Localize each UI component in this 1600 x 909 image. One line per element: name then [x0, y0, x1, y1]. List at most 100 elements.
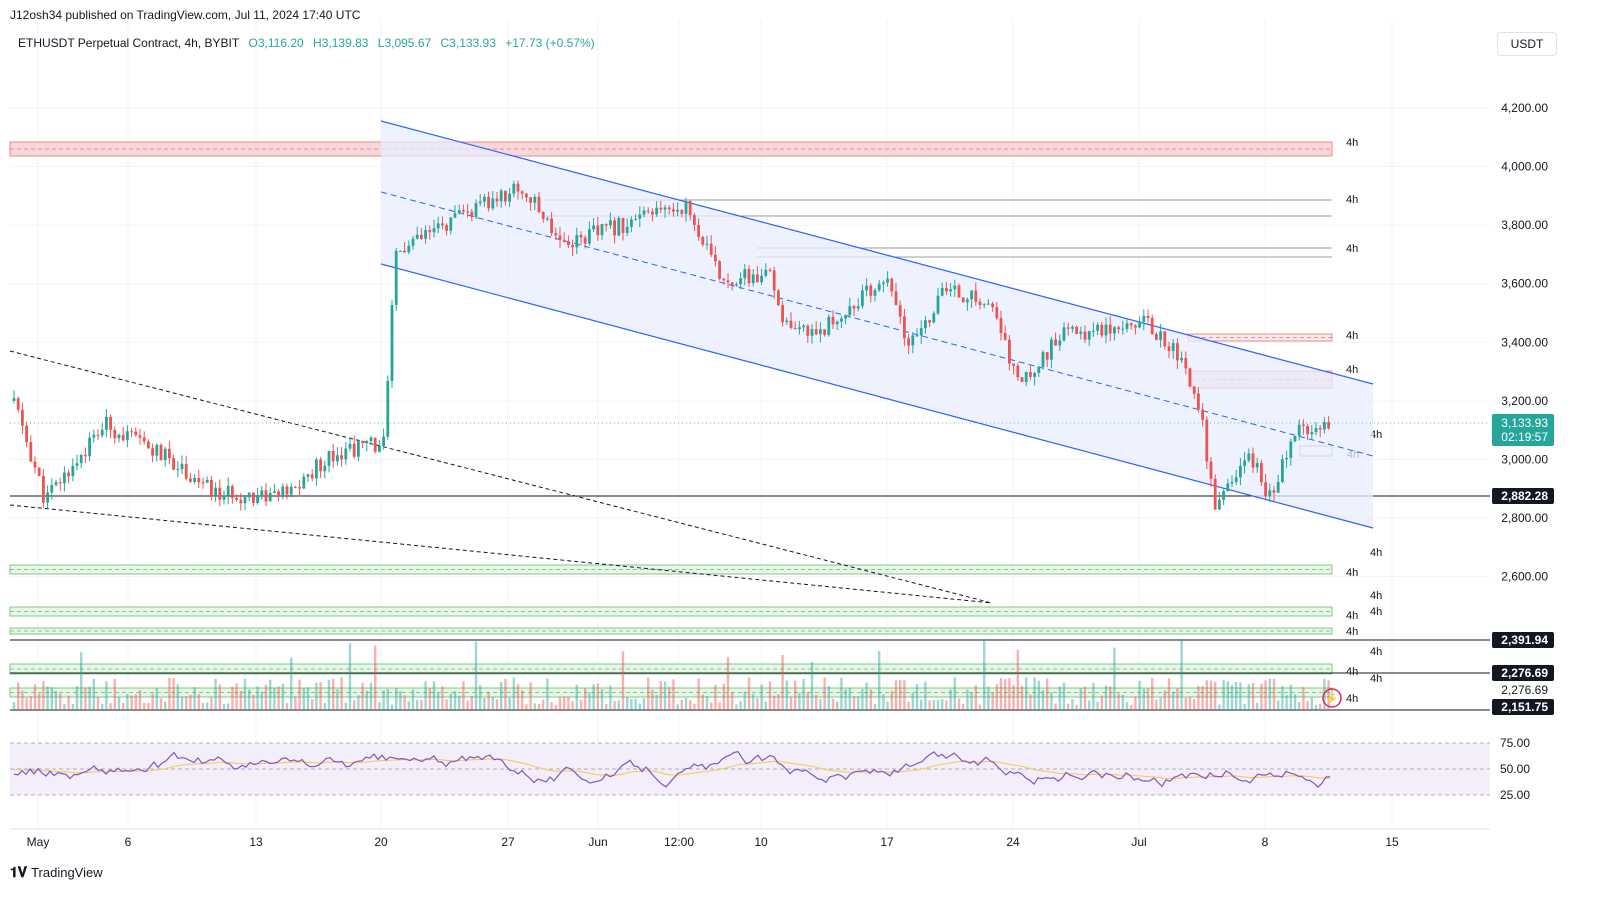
- candle-body: [256, 496, 259, 504]
- volume-bar: [256, 686, 259, 710]
- currency-button[interactable]: USDT: [1497, 32, 1557, 56]
- volume-bar: [130, 695, 133, 710]
- time-axis-label: 13: [249, 835, 263, 849]
- volume-bar: [899, 680, 902, 710]
- volume-bar: [1243, 703, 1246, 710]
- timeframe-label: 4h: [1346, 626, 1358, 638]
- volume-bar: [840, 677, 843, 710]
- volume-bar: [630, 699, 633, 710]
- volume-bar: [248, 689, 251, 710]
- volume-bar: [1130, 704, 1133, 710]
- candle-body: [835, 321, 839, 325]
- symbol-legend[interactable]: ETHUSDT Perpetual Contract, 4h, BYBIT O3…: [18, 36, 601, 50]
- candle-body: [991, 303, 994, 308]
- close-value: C3,133.93: [440, 36, 496, 50]
- candle-body: [369, 437, 373, 442]
- candle-body: [546, 218, 549, 220]
- volume-bar: [1251, 682, 1255, 710]
- volume-bar: [1293, 694, 1297, 710]
- candle-body: [315, 459, 318, 479]
- candle-body: [646, 210, 650, 212]
- volume-bar: [327, 679, 331, 710]
- candle-body: [1100, 324, 1104, 336]
- candle-body: [861, 290, 864, 307]
- volume-bar: [579, 699, 583, 710]
- candle-body: [1184, 357, 1188, 369]
- volume-bar: [966, 689, 969, 710]
- volume-bar: [298, 679, 301, 710]
- volume-bar: [1033, 677, 1036, 710]
- candle-body: [625, 226, 629, 233]
- volume-bar: [21, 690, 24, 710]
- candle-body: [159, 444, 163, 461]
- candle-body: [516, 183, 520, 192]
- candle-body: [176, 469, 180, 471]
- volume-bar: [743, 691, 746, 710]
- candle-body: [1302, 424, 1305, 426]
- candle-body: [890, 278, 894, 292]
- volume-bar: [159, 698, 163, 710]
- candle-body: [785, 320, 789, 323]
- candle-body: [630, 219, 633, 227]
- volume-bar: [882, 694, 885, 710]
- volume-bar: [995, 684, 998, 710]
- volume-bar: [1016, 649, 1019, 710]
- candle-body: [693, 215, 696, 225]
- candle-body: [495, 198, 499, 202]
- candle-body: [193, 478, 196, 482]
- candle-body: [940, 288, 944, 296]
- tradingview-logo[interactable]: 𝟏𝐕 TradingView: [10, 864, 103, 881]
- candle-body: [243, 497, 247, 504]
- candle-body: [16, 398, 20, 410]
- candle-body: [579, 234, 583, 238]
- volume-bar: [361, 682, 364, 710]
- candle-body: [277, 491, 280, 497]
- volume-bar: [235, 683, 238, 710]
- volume-bar: [638, 703, 641, 710]
- timeframe-label: 4h: [1370, 673, 1382, 685]
- candle-body: [747, 269, 751, 284]
- symbol-name[interactable]: ETHUSDT Perpetual Contract, 4h, BYBIT: [18, 36, 240, 50]
- candle-body: [344, 448, 348, 460]
- candle-body: [856, 306, 860, 309]
- volume-bar: [54, 690, 58, 710]
- volume-bar: [798, 692, 801, 710]
- timeframe-label: 4h: [1346, 194, 1358, 206]
- candle-body: [142, 437, 146, 442]
- volume-bar: [12, 702, 16, 710]
- timeframe-label: 4h: [1346, 330, 1358, 342]
- candle-body: [886, 278, 889, 283]
- time-axis-label: 20: [374, 835, 388, 849]
- candle-body: [499, 190, 503, 202]
- volume-bar: [983, 638, 986, 710]
- volume-bar: [168, 677, 171, 710]
- timeframe-label: 4h: [1370, 606, 1382, 618]
- candle-body: [1234, 477, 1238, 483]
- candle-body: [911, 335, 915, 346]
- volume-bar: [697, 678, 700, 710]
- volume-bar: [655, 694, 658, 710]
- candle-body: [567, 241, 570, 246]
- volume-bar: [63, 704, 66, 710]
- candle-body: [445, 225, 448, 231]
- candle-body: [1108, 324, 1112, 334]
- candle-body: [642, 210, 646, 215]
- volume-bar: [722, 683, 725, 710]
- candle-body: [71, 465, 75, 477]
- candle-body: [1167, 346, 1171, 351]
- candle-body: [100, 429, 104, 436]
- candle-body: [1050, 339, 1053, 360]
- candle-body: [1285, 457, 1288, 460]
- volume-bar: [852, 696, 856, 710]
- volume-bar: [647, 677, 650, 710]
- volume-bar: [718, 702, 721, 710]
- volume-bar: [1100, 695, 1103, 710]
- volume-bar: [1138, 681, 1141, 710]
- volume-bar: [571, 701, 574, 710]
- volume-bar: [290, 657, 293, 710]
- candle-body: [453, 213, 457, 218]
- candle-body: [424, 230, 427, 239]
- volume-bar: [1172, 691, 1175, 710]
